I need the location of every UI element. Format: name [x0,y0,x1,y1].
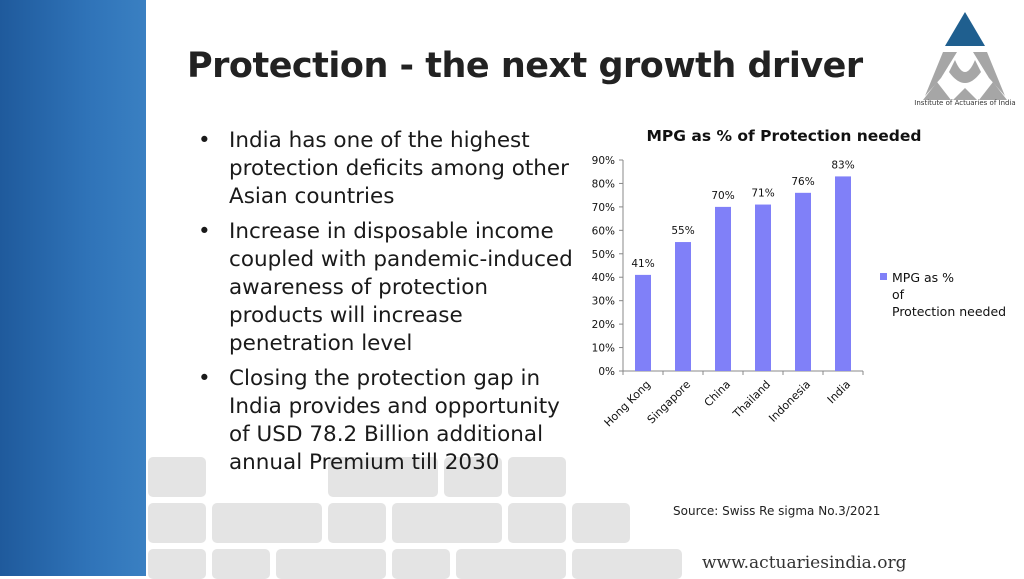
x-tick-label: Hong Kong [602,378,653,429]
decorative-tile [212,549,270,579]
x-tick-label: India [825,378,853,406]
y-tick-label: 30% [592,296,615,308]
bullet-item: Increase in disposable income coupled wi… [196,218,576,359]
decorative-tile [212,503,322,543]
bar-indonesia [795,192,811,371]
y-tick-label: 10% [592,343,615,355]
data-label: 41% [631,258,654,270]
bar-thailand [755,204,771,371]
x-tick-label: Indonesia [766,378,813,425]
bullet-item: India has one of the highest protection … [196,127,576,212]
legend-label: MPG as % of Protection needed [892,270,1006,319]
decorative-tile [456,549,566,579]
decorative-tile [392,503,502,543]
data-label: 71% [751,188,774,200]
slide-title: Protection - the next growth driver [187,46,863,86]
y-tick-label: 70% [592,202,615,214]
data-label: 76% [791,176,814,188]
decorative-tile [572,549,682,579]
iai-logo [923,12,1007,100]
source-note: Source: Swiss Re sigma No.3/2021 [673,504,881,518]
bullet-item: Closing the protection gap in India prov… [196,365,576,478]
x-tick-label: China [702,378,733,409]
bar-singapore [675,242,691,371]
y-tick-label: 80% [592,178,615,190]
data-label: 83% [831,159,854,171]
y-tick-label: 50% [592,249,615,261]
y-tick-label: 20% [592,319,615,331]
decorative-tile [572,503,630,543]
bullet-list: India has one of the highest protection … [196,127,576,483]
legend-swatch [880,273,887,280]
decorative-tile [148,549,206,579]
decorative-tile [148,503,206,543]
y-tick-label: 90% [592,155,615,167]
decorative-tile [276,549,386,579]
data-label: 55% [671,225,694,237]
data-label: 70% [711,190,734,202]
y-tick-label: 0% [598,366,615,378]
bar-china [715,206,731,371]
chart-title: MPG as % of Protection needed [646,127,921,145]
x-tick-label: Singapore [645,378,694,427]
decorative-tile [328,503,386,543]
logo-text: Institute of Actuaries of India [914,99,1016,107]
bar-india [835,176,851,371]
bar-hong-kong [635,274,651,371]
y-tick-label: 40% [592,272,615,284]
decorative-tile [392,549,450,579]
sidebar-band [0,0,146,576]
bar-chart: MPG as % of Protection needed 0% 10% 20% 30… [592,127,1006,429]
y-tick-label: 60% [592,225,615,237]
website-link[interactable]: www.actuariesindia.org [702,553,907,573]
decorative-tile [508,503,566,543]
